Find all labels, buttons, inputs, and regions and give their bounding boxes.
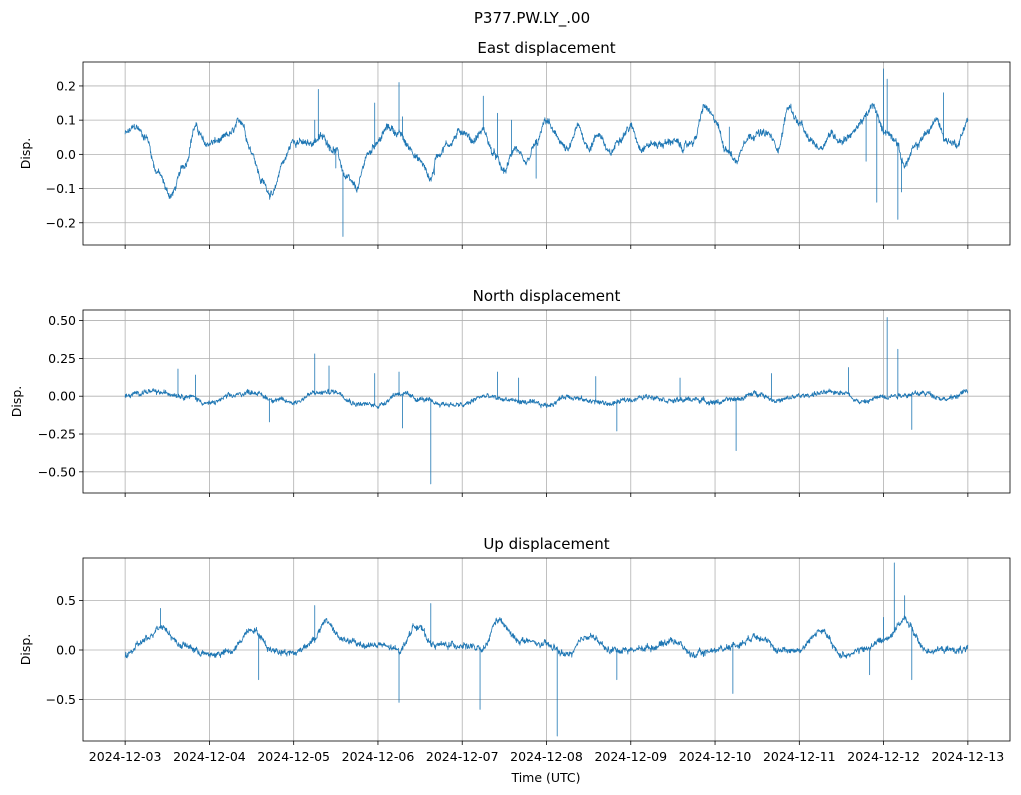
y-axis-label: Disp.	[9, 386, 24, 418]
figure-title: P377.PW.LY_.00	[474, 9, 590, 28]
x-tick-label: 2024-12-09	[594, 749, 667, 764]
axes-frame	[82, 557, 1011, 742]
panel-2: Up displacement −0.5 0.0 0.5 2024-12-03 2024-…	[18, 535, 1011, 764]
panel-title: East displacement	[477, 39, 615, 57]
x-tick-label: 2024-12-04	[173, 749, 246, 764]
x-tick-label: 2024-12-08	[510, 749, 583, 764]
y-axis-label: Disp.	[18, 634, 33, 666]
panel-title: Up displacement	[483, 535, 609, 553]
x-tick-label: 2024-12-05	[257, 749, 330, 764]
x-tick-label: 2024-12-13	[932, 749, 1005, 764]
y-axis-label: Disp.	[18, 138, 33, 170]
axes-frame	[82, 61, 1011, 246]
x-tick-label: 2024-12-03	[89, 749, 162, 764]
y-tick-label: −0.25	[38, 427, 76, 442]
displacement-series	[124, 562, 969, 737]
y-tick-label: 0.0	[56, 642, 76, 657]
y-tick-label: 0.5	[56, 593, 76, 608]
y-tick-label: −0.2	[46, 215, 76, 230]
y-tick-label: 0.2	[56, 78, 76, 93]
y-tick-label: −0.5	[46, 692, 76, 707]
x-tick-label: 2024-12-06	[342, 749, 415, 764]
x-axis-label: Time (UTC)	[510, 770, 580, 785]
panel-1: North displacement −0.50 −0.25 0.00 0.25 0.50…	[9, 287, 1011, 497]
y-tick-label: 0.50	[48, 313, 76, 328]
x-tick-label: 2024-12-10	[679, 749, 752, 764]
panels-container: East displacement−0.2−0.10.00.10.2Disp.N…	[9, 39, 1011, 764]
axes-frame	[82, 309, 1011, 494]
y-tick-label: −0.50	[38, 464, 76, 479]
y-tick-label: 0.1	[56, 113, 76, 128]
panel-title: North displacement	[473, 287, 621, 305]
x-tick-label: 2024-12-07	[426, 749, 499, 764]
y-tick-label: 0.0	[56, 147, 76, 162]
y-tick-label: 0.00	[48, 389, 76, 404]
panel-0: East displacement −0.2 −0.1 0.0 0.1 0.2 Disp.	[18, 39, 1011, 249]
x-tick-label: 2024-12-12	[847, 749, 920, 764]
displacement-series	[124, 68, 969, 237]
y-tick-label: 0.25	[48, 351, 76, 366]
displacement-series	[124, 317, 968, 485]
y-tick-label: −0.1	[46, 181, 76, 196]
x-tick-label: 2024-12-11	[763, 749, 836, 764]
